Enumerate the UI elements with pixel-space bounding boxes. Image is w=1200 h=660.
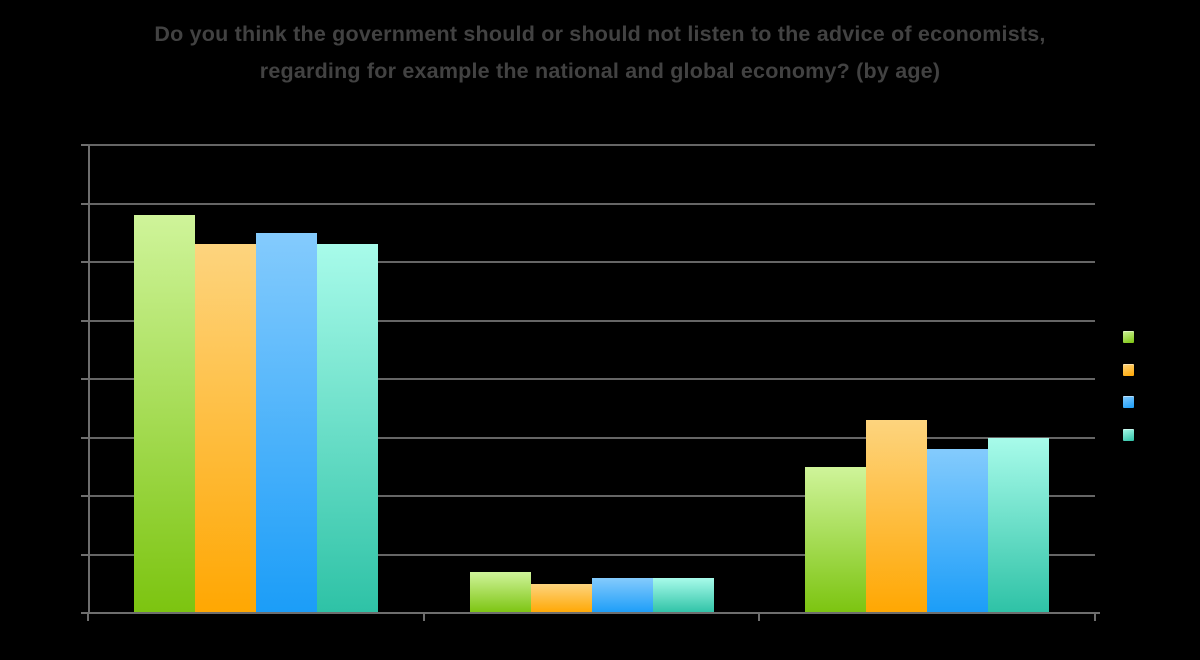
gridline bbox=[88, 495, 1095, 497]
bar-series1-category2 bbox=[469, 572, 531, 613]
y-axis-line bbox=[88, 145, 90, 613]
y-axis-tick bbox=[81, 202, 88, 205]
bar-series1-category3 bbox=[805, 466, 867, 613]
y-axis-tick bbox=[81, 144, 88, 146]
legend-entry-3 bbox=[1123, 396, 1140, 409]
legend-swatch-1 bbox=[1123, 331, 1134, 343]
legend-entry-4 bbox=[1123, 429, 1140, 442]
x-axis-tick bbox=[758, 614, 761, 621]
legend-swatch-2 bbox=[1123, 363, 1134, 376]
legend-entry-1 bbox=[1123, 331, 1140, 343]
y-axis-tick bbox=[81, 261, 88, 263]
legend-entry-2 bbox=[1123, 363, 1140, 376]
bar-series3-category2 bbox=[591, 577, 653, 613]
bar-series4-category1 bbox=[316, 244, 378, 613]
bar-series2-category1 bbox=[194, 244, 256, 613]
bar-series3-category1 bbox=[255, 232, 317, 613]
bar-series4-category2 bbox=[652, 577, 714, 613]
y-axis-tick bbox=[81, 378, 88, 380]
bar-series4-category3 bbox=[988, 437, 1050, 613]
y-axis-tick bbox=[81, 319, 88, 322]
x-axis-tick bbox=[422, 614, 425, 621]
chart-title: Do you think the government should or sh… bbox=[154, 22, 1046, 83]
legend-swatch-3 bbox=[1123, 396, 1134, 409]
y-axis-tick bbox=[81, 553, 88, 556]
gridline bbox=[88, 261, 1095, 263]
y-axis-tick bbox=[81, 436, 88, 439]
x-axis-line bbox=[82, 612, 1100, 614]
gridline bbox=[88, 436, 1095, 439]
y-axis-tick bbox=[81, 495, 88, 497]
gridline bbox=[88, 144, 1095, 146]
x-axis-tick bbox=[87, 614, 89, 621]
gridline bbox=[88, 553, 1095, 556]
bar-series2-category3 bbox=[866, 419, 928, 613]
gridline bbox=[88, 378, 1095, 380]
legend-swatch-4 bbox=[1123, 429, 1134, 442]
bar-series1-category1 bbox=[133, 215, 195, 613]
bar-series2-category2 bbox=[530, 583, 592, 613]
x-axis-tick bbox=[1094, 614, 1096, 621]
gridline bbox=[88, 202, 1095, 205]
bar-series3-category3 bbox=[927, 449, 989, 613]
gridline bbox=[88, 319, 1095, 322]
